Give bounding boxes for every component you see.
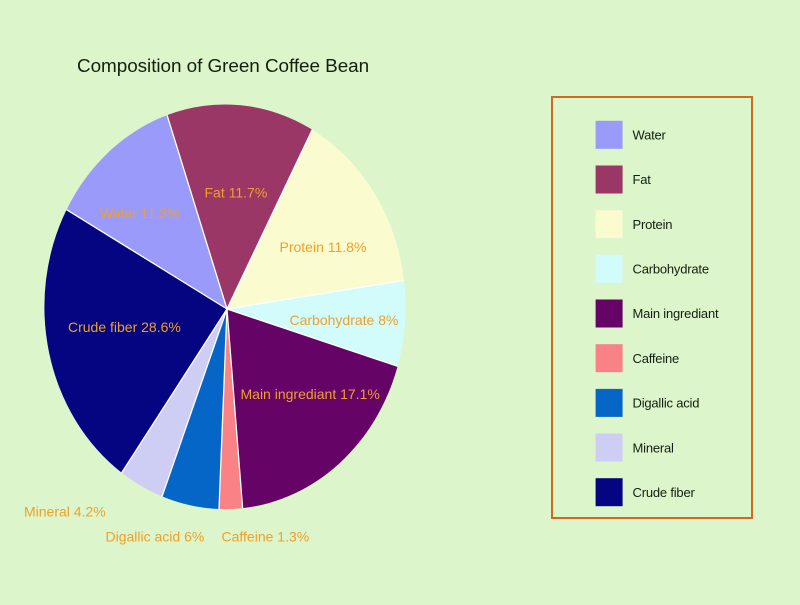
svg-text:Digallic acid: Digallic acid	[633, 396, 700, 411]
svg-text:Protein 11.8%: Protein 11.8%	[280, 239, 367, 255]
svg-text:Water 11.3%: Water 11.3%	[100, 205, 179, 221]
svg-text:Crude fiber: Crude fiber	[633, 485, 696, 500]
svg-text:Carbohydrate 8%: Carbohydrate 8%	[290, 312, 399, 328]
svg-text:Main ingrediant 17.1%: Main ingrediant 17.1%	[241, 386, 380, 402]
svg-text:Caffeine 1.3%: Caffeine 1.3%	[222, 529, 310, 545]
svg-text:Main ingrediant: Main ingrediant	[633, 306, 719, 321]
svg-text:Protein: Protein	[633, 217, 673, 232]
svg-text:Composition of Green Coffee Be: Composition of Green Coffee Bean	[77, 56, 369, 77]
svg-text:Mineral: Mineral	[633, 440, 675, 455]
svg-text:Mineral 4.2%: Mineral 4.2%	[24, 504, 106, 520]
svg-text:Carbohydrate: Carbohydrate	[633, 262, 709, 277]
svg-text:Digallic acid 6%: Digallic acid 6%	[106, 529, 205, 545]
svg-text:Caffeine: Caffeine	[633, 351, 680, 366]
svg-text:Water: Water	[633, 128, 667, 143]
svg-text:Crude fiber 28.6%: Crude fiber 28.6%	[68, 319, 181, 335]
svg-text:Fat: Fat	[633, 172, 652, 187]
svg-text:Fat 11.7%: Fat 11.7%	[205, 185, 268, 201]
